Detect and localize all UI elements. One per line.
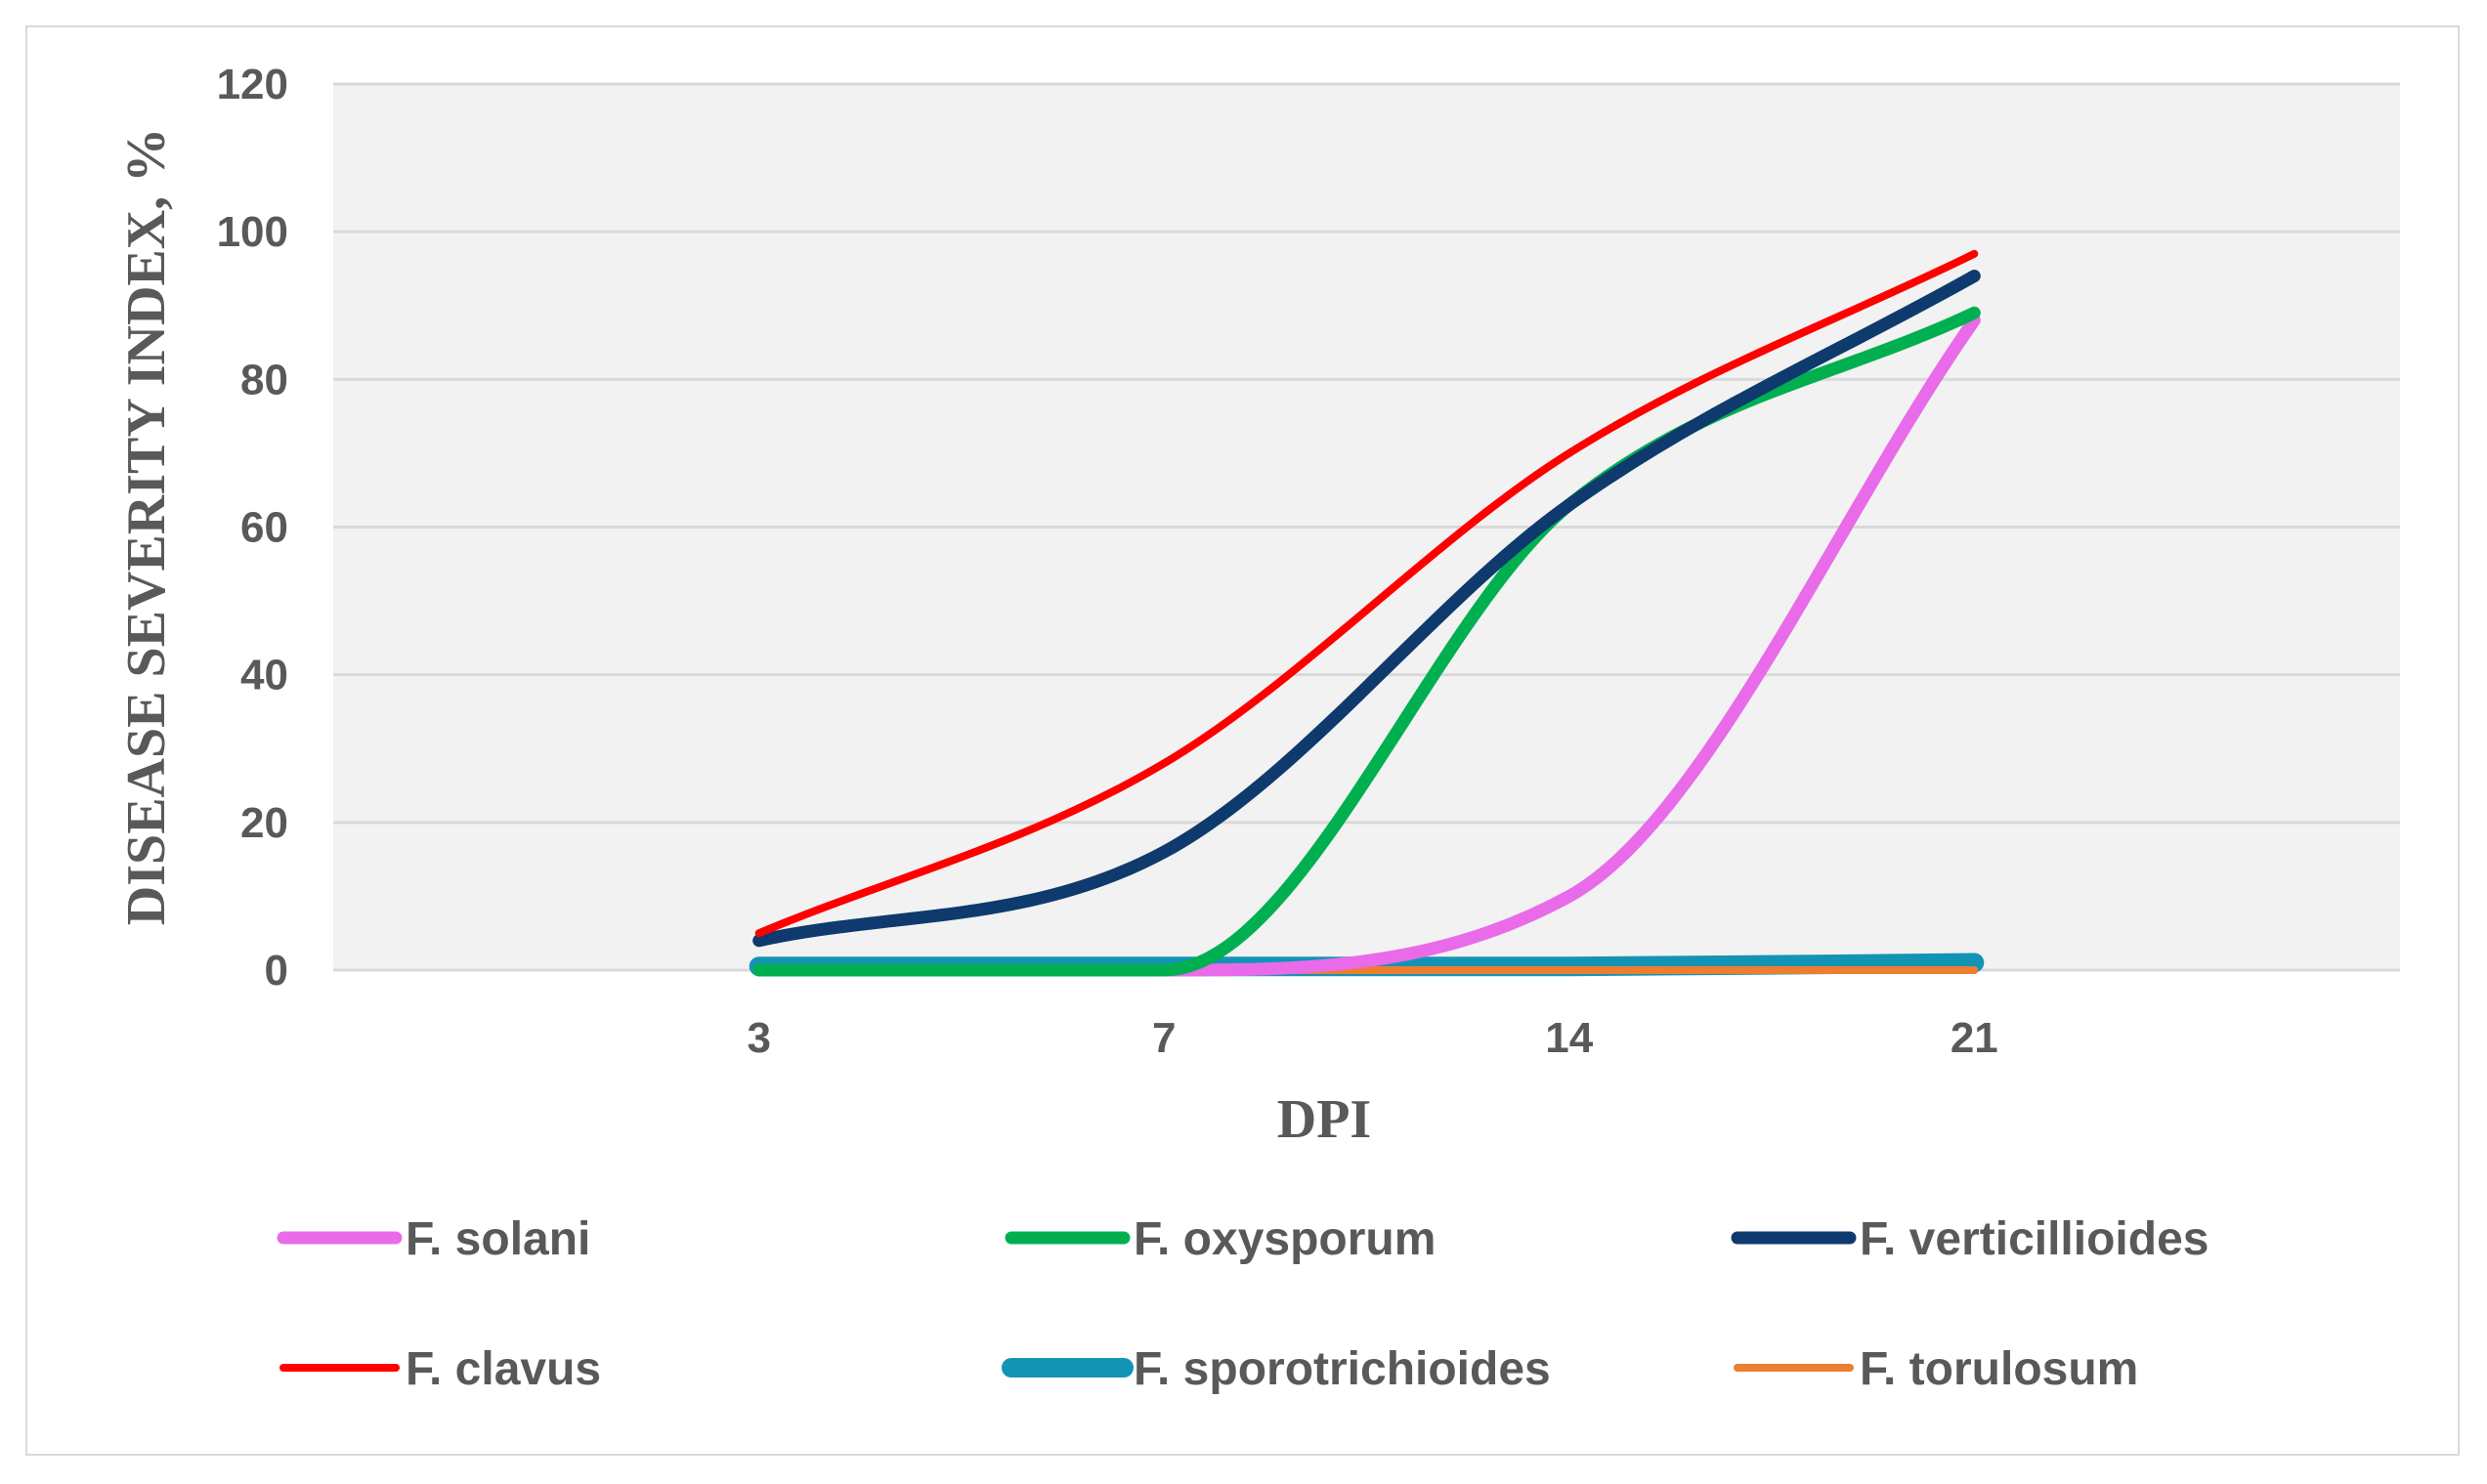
legend-item: F. clavus [279,1343,601,1395]
legend-label: F. oxysporum [1134,1213,1436,1265]
y-tick-label: 60 [240,504,288,552]
y-tick-label: 100 [217,208,288,256]
y-tick-label: 20 [240,799,288,847]
legend-item: F. sporotrichioides [1002,1343,1551,1395]
legend-label: F. sporotrichioides [1134,1343,1551,1395]
x-axis-title: DPI [1277,1089,1371,1150]
y-tick-labels: 0 20 40 60 80 100 120 [217,61,288,995]
legend-item: F. torulosum [1734,1343,2138,1395]
legend-item: F. oxysporum [1005,1213,1436,1265]
x-tick-label: 7 [1152,1014,1176,1062]
series-line [754,249,1979,938]
legend-label: F. verticillioides [1860,1213,2208,1265]
legend-item: F. solani [277,1213,590,1265]
legend-label: F. solani [406,1213,590,1265]
y-tick-label: 80 [240,356,288,403]
y-tick-label: 120 [217,61,288,108]
x-tick-label: 3 [747,1014,770,1062]
x-tick-label: 21 [1951,1014,1998,1062]
legend: F. solani F. oxysporum F. verticillioides F… [277,1213,2208,1395]
x-tick-labels: 3 7 14 21 [747,1014,1997,1062]
legend-item: F. verticillioides [1731,1213,2208,1265]
series-lines [749,249,1985,977]
series-line [752,270,1981,948]
x-tick-label: 14 [1545,1014,1593,1062]
y-tick-label: 0 [265,947,288,995]
legend-label: F. clavus [406,1343,601,1395]
gridlines [333,82,2400,972]
y-axis-title: DISEASE SEVERITY INDEX, % [116,128,177,925]
y-tick-label: 40 [240,652,288,700]
legend-label: F. torulosum [1860,1343,2138,1395]
